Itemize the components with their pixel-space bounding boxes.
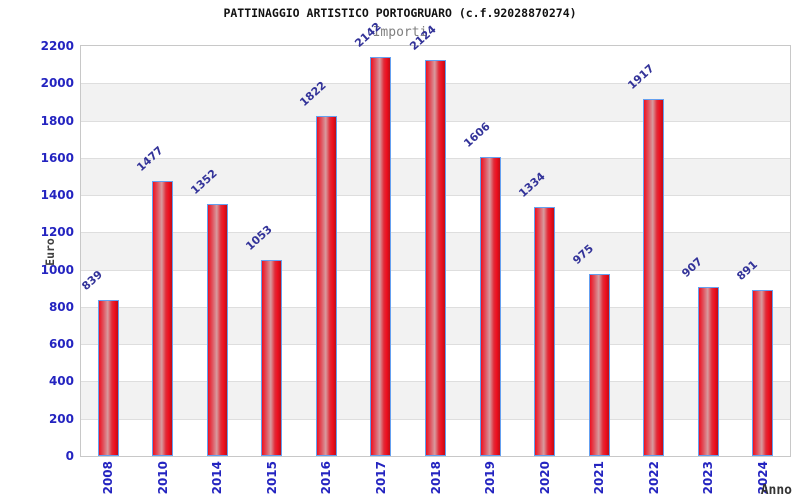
x-tick-label: 2010 [155,461,170,495]
y-tick-label: 600 [48,337,74,352]
bar [643,98,665,456]
x-tick-label: 2023 [701,461,716,495]
y-tick-label: 1200 [40,225,74,240]
y-tick-label: 0 [65,449,74,463]
x-tick-label: 2018 [428,461,443,495]
bar [315,116,337,456]
bar [370,56,392,456]
bar [425,60,446,456]
bar [97,299,119,456]
plot-area [80,45,791,457]
x-tick-label: 2014 [210,461,225,495]
x-tick-label: 2008 [101,461,116,495]
y-tick-label: 1400 [40,188,74,203]
bar [752,289,774,456]
bar [534,207,556,456]
x-tick-label: 2017 [373,461,388,495]
x-tick-label: 2020 [537,461,552,495]
y-tick-label: 2000 [40,76,74,91]
y-tick-label: 1600 [40,150,74,165]
x-tick-label: 2015 [264,461,279,495]
bar [588,274,610,456]
x-tick-label: 2021 [592,461,607,495]
y-tick-label: 2200 [40,39,74,53]
x-tick-label: 2019 [483,461,498,495]
chart-title: PATTINAGGIO ARTISTICO PORTOGRUARO (c.f.9… [223,6,577,20]
y-tick-label: 1000 [40,262,74,277]
x-axis-title: Anno [760,483,792,498]
y-tick-label: 400 [48,374,74,389]
chart-subtitle: Importi [372,25,428,40]
bar [261,259,283,456]
bar [697,286,719,456]
y-tick-label: 1800 [40,113,74,128]
x-tick-label: 2022 [646,461,661,495]
bar [479,156,501,456]
y-tick-label: 200 [48,411,74,426]
bar [206,204,228,456]
x-tick-label: 2016 [319,461,334,495]
y-tick-label: 800 [48,299,74,314]
bar [152,180,174,456]
